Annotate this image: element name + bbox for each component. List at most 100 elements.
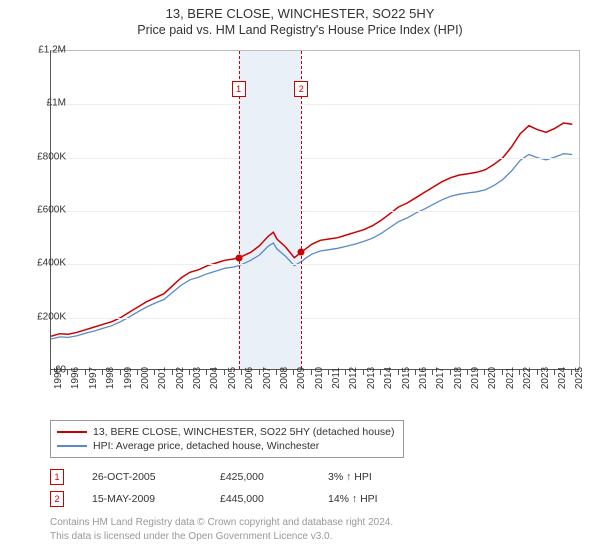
x-axis-tick <box>120 370 121 375</box>
x-axis-label: 2011 <box>331 367 342 389</box>
x-axis-label: 1998 <box>105 367 116 389</box>
x-axis-tick <box>137 370 138 375</box>
x-axis-tick <box>189 370 190 375</box>
y-axis-label: £400K <box>37 258 66 269</box>
x-axis-label: 2021 <box>505 367 516 389</box>
x-axis-label: 2005 <box>227 367 238 389</box>
x-axis-label: 2012 <box>348 367 359 389</box>
x-axis-tick <box>484 370 485 375</box>
x-axis-label: 2024 <box>557 367 568 389</box>
x-axis-label: 2010 <box>314 367 325 389</box>
x-axis-tick <box>172 370 173 375</box>
x-axis-tick <box>554 370 555 375</box>
legend-item: 13, BERE CLOSE, WINCHESTER, SO22 5HY (de… <box>57 425 397 439</box>
x-axis-label: 2008 <box>279 367 290 389</box>
x-axis-label: 2015 <box>401 367 412 389</box>
x-axis-label: 1995 <box>53 367 64 389</box>
x-axis-tick <box>293 370 294 375</box>
x-axis-tick <box>502 370 503 375</box>
sale-marker-line-2 <box>301 51 302 369</box>
x-axis-label: 2009 <box>296 367 307 389</box>
x-axis-label: 2013 <box>366 367 377 389</box>
x-axis-tick <box>224 370 225 375</box>
y-axis-label: £1.2M <box>38 45 66 56</box>
sale-delta: 14% ↑ HPI <box>328 493 418 505</box>
x-axis-label: 2002 <box>175 367 186 389</box>
sale-marker-label-1: 1 <box>232 81 246 97</box>
x-axis-tick <box>467 370 468 375</box>
y-axis-label: £800K <box>37 151 66 162</box>
x-axis-label: 2023 <box>540 367 551 389</box>
footer-licence: Contains HM Land Registry data © Crown c… <box>50 516 393 543</box>
gridline-h <box>51 158 579 159</box>
y-axis-label: £600K <box>37 205 66 216</box>
sale-date: 26-OCT-2005 <box>92 471 192 483</box>
gridline-h <box>51 211 579 212</box>
x-axis-label: 2018 <box>453 367 464 389</box>
x-axis-tick <box>85 370 86 375</box>
legend-swatch <box>57 445 87 447</box>
series-line-hpi <box>51 154 572 339</box>
legend-label: 13, BERE CLOSE, WINCHESTER, SO22 5HY (de… <box>93 426 395 438</box>
page-title: 13, BERE CLOSE, WINCHESTER, SO22 5HY <box>0 0 600 21</box>
x-axis-label: 2006 <box>244 367 255 389</box>
x-axis-tick <box>450 370 451 375</box>
x-axis-label: 2014 <box>383 367 394 389</box>
x-axis-tick <box>363 370 364 375</box>
x-axis-tick <box>67 370 68 375</box>
sale-row-marker: 2 <box>50 491 64 507</box>
x-axis-label: 1996 <box>70 367 81 389</box>
x-axis-tick <box>537 370 538 375</box>
sale-price: £445,000 <box>220 493 300 505</box>
y-axis-label: £1M <box>47 98 66 109</box>
x-axis-label: 1997 <box>88 367 99 389</box>
legend-item: HPI: Average price, detached house, Winc… <box>57 439 397 453</box>
x-axis-label: 2019 <box>470 367 481 389</box>
x-axis-label: 2025 <box>574 367 585 389</box>
sale-delta: 3% ↑ HPI <box>328 471 418 483</box>
x-axis-tick <box>432 370 433 375</box>
x-axis-label: 2003 <box>192 367 203 389</box>
footer-line-1: Contains HM Land Registry data © Crown c… <box>50 516 393 530</box>
x-axis-tick <box>345 370 346 375</box>
sale-row-1: 1 26-OCT-2005 £425,000 3% ↑ HPI <box>50 466 418 488</box>
x-axis-label: 2000 <box>140 367 151 389</box>
sale-marker-label-2: 2 <box>294 81 308 97</box>
x-axis-tick <box>328 370 329 375</box>
gridline-h <box>51 318 579 319</box>
legend: 13, BERE CLOSE, WINCHESTER, SO22 5HY (de… <box>50 420 404 458</box>
x-axis-label: 2022 <box>522 367 533 389</box>
x-axis-tick <box>259 370 260 375</box>
chart-container: 13, BERE CLOSE, WINCHESTER, SO22 5HY Pri… <box>0 0 600 560</box>
y-axis-label: £200K <box>37 311 66 322</box>
x-axis-label: 2017 <box>435 367 446 389</box>
sale-row-marker: 1 <box>50 469 64 485</box>
x-axis-tick <box>311 370 312 375</box>
x-axis-tick <box>241 370 242 375</box>
legend-label: HPI: Average price, detached house, Winc… <box>93 440 319 452</box>
sale-row-2: 2 15-MAY-2009 £445,000 14% ↑ HPI <box>50 488 418 510</box>
page-subtitle: Price paid vs. HM Land Registry's House … <box>0 21 600 43</box>
x-axis-tick <box>50 370 51 375</box>
legend-swatch <box>57 431 87 433</box>
x-axis-label: 2004 <box>209 367 220 389</box>
sale-marker-dot-2 <box>298 249 305 256</box>
x-axis-tick <box>571 370 572 375</box>
x-axis-label: 1999 <box>123 367 134 389</box>
series-line-property <box>51 123 572 336</box>
x-axis-tick <box>398 370 399 375</box>
x-axis-label: 2016 <box>418 367 429 389</box>
sale-price: £425,000 <box>220 471 300 483</box>
x-axis-tick <box>276 370 277 375</box>
sale-marker-line-1 <box>239 51 240 369</box>
plot-area: 12 <box>50 50 580 370</box>
x-axis-tick <box>102 370 103 375</box>
x-axis-label: 2001 <box>157 367 168 389</box>
x-axis-tick <box>206 370 207 375</box>
gridline-h <box>51 104 579 105</box>
footer-line-2: This data is licensed under the Open Gov… <box>50 530 393 544</box>
sale-date: 15-MAY-2009 <box>92 493 192 505</box>
sale-marker-dot-1 <box>235 254 242 261</box>
x-axis-tick <box>154 370 155 375</box>
gridline-h <box>51 264 579 265</box>
